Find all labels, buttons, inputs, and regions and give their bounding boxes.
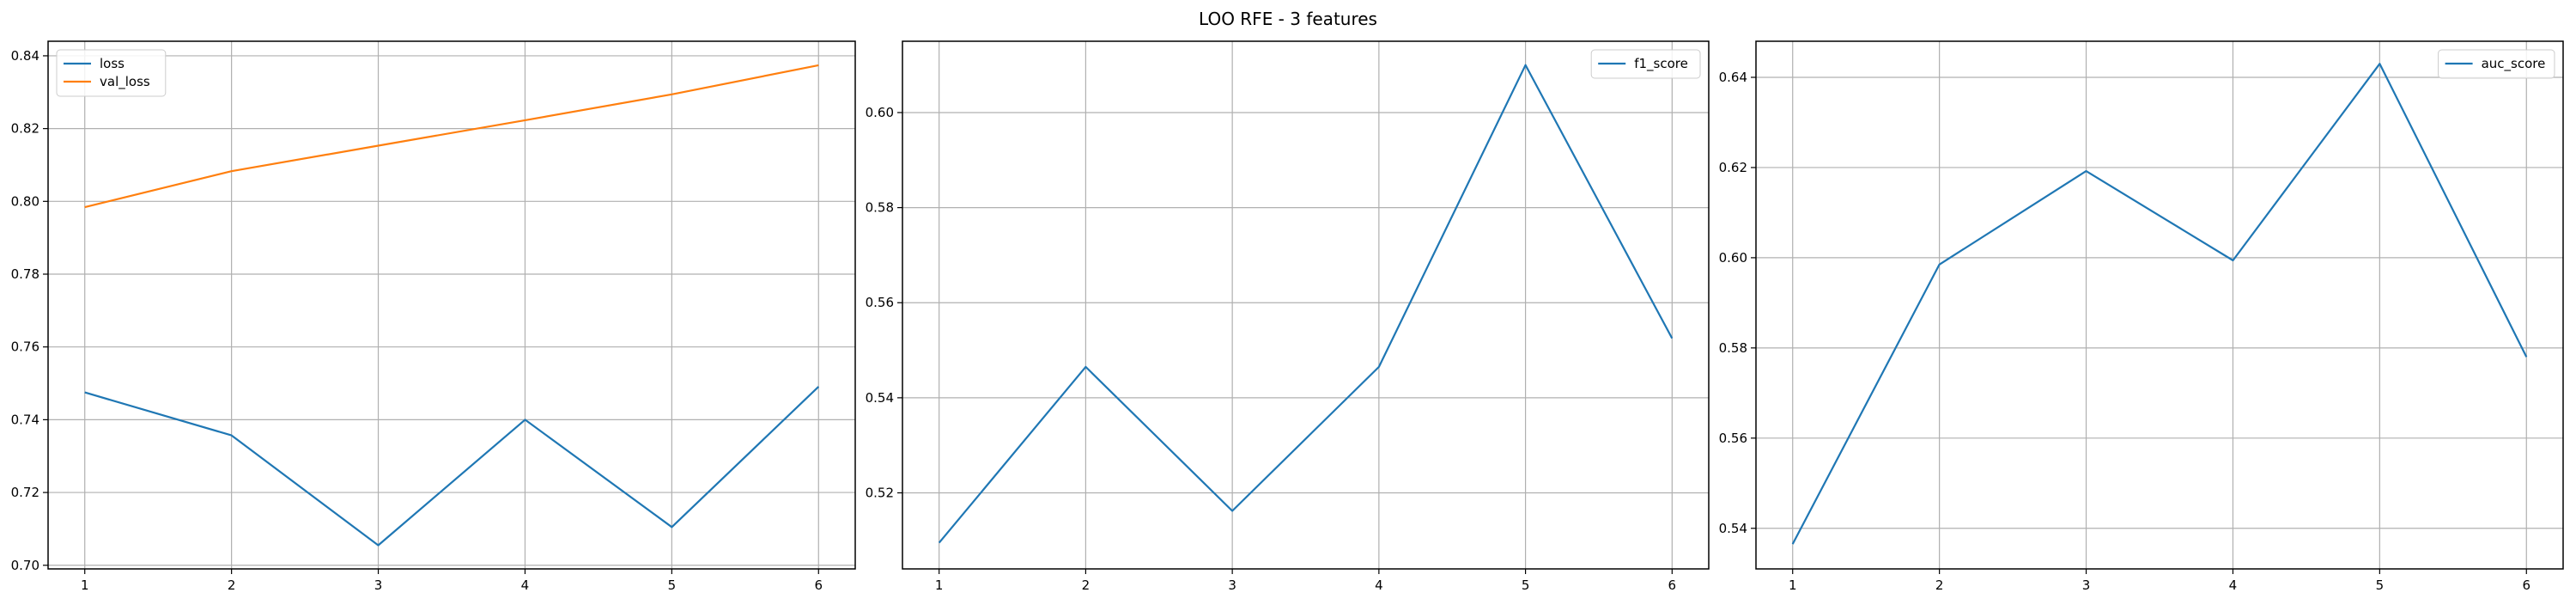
y-tick-label: 0.60 xyxy=(866,105,894,120)
y-tick-label: 0.58 xyxy=(866,200,894,216)
y-tick-label: 0.54 xyxy=(866,390,894,406)
legend-label: loss xyxy=(100,56,125,71)
x-tick-label: 2 xyxy=(1935,578,1944,593)
x-tick-label: 6 xyxy=(2522,578,2530,593)
axes-frame xyxy=(1756,41,2563,569)
y-tick-label: 0.62 xyxy=(1719,160,1747,175)
axes-frame xyxy=(902,41,1709,569)
legend-label: val_loss xyxy=(100,74,150,90)
series-line-f1-score xyxy=(939,65,1673,543)
y-tick-label: 0.84 xyxy=(11,48,39,64)
y-tick-label: 0.52 xyxy=(866,485,894,500)
series-line-val-loss xyxy=(85,65,819,207)
x-tick-label: 4 xyxy=(521,578,530,593)
x-tick-label: 5 xyxy=(668,578,677,593)
x-tick-label: 1 xyxy=(1789,578,1797,593)
y-tick-label: 0.82 xyxy=(11,121,39,137)
x-tick-label: 3 xyxy=(1228,578,1236,593)
y-tick-label: 0.72 xyxy=(11,485,39,500)
series-line-loss xyxy=(85,387,819,546)
x-tick-label: 5 xyxy=(2376,578,2385,593)
chart-panel-3: 1 2 3 4 5 6 0.54 0.56 0.58 0.60 0.62 0.64 auc_score xyxy=(1719,41,2563,593)
legend-label: f1_score xyxy=(1634,56,1688,72)
x-tick-label: 3 xyxy=(374,578,383,593)
y-tick-label: 0.56 xyxy=(1719,431,1747,446)
y-tick-label: 0.58 xyxy=(1719,340,1747,356)
y-tick-label: 0.60 xyxy=(1719,250,1747,266)
x-tick-label: 2 xyxy=(228,578,236,593)
x-tick-label: 1 xyxy=(81,578,89,593)
legend-label: auc_score xyxy=(2482,56,2546,72)
y-tick-label: 0.74 xyxy=(11,412,39,427)
x-tick-label: 6 xyxy=(814,578,823,593)
chart-panel-1: 1 2 3 4 5 6 0.70 0.72 0.74 0.76 0.78 0.80 0.82 0.84 lo… xyxy=(11,41,855,593)
y-tick-label: 0.56 xyxy=(866,295,894,310)
x-tick-label: 3 xyxy=(2082,578,2091,593)
chart-panel-2: 1 2 3 4 5 6 0.52 0.54 0.56 0.58 0.60 f1_score xyxy=(866,41,1709,593)
x-tick-label: 4 xyxy=(2229,578,2238,593)
y-tick-label: 0.80 xyxy=(11,193,39,209)
x-tick-label: 5 xyxy=(1522,578,1530,593)
axes-frame xyxy=(48,41,855,569)
series-line-auc-score xyxy=(1793,64,2527,544)
legend: auc_score xyxy=(2439,50,2555,78)
x-tick-label: 2 xyxy=(1082,578,1091,593)
x-tick-label: 4 xyxy=(1375,578,1383,593)
legend: loss val_loss xyxy=(57,50,166,96)
x-tick-label: 1 xyxy=(935,578,944,593)
legend: f1_score xyxy=(1591,50,1700,78)
y-tick-label: 0.64 xyxy=(1719,70,1747,85)
y-tick-label: 0.76 xyxy=(11,339,39,355)
y-tick-label: 0.78 xyxy=(11,266,39,282)
x-tick-label: 6 xyxy=(1668,578,1677,593)
y-tick-label: 0.70 xyxy=(11,558,39,573)
y-tick-label: 0.54 xyxy=(1719,521,1747,536)
figure-title: LOO RFE - 3 features xyxy=(0,9,2576,29)
